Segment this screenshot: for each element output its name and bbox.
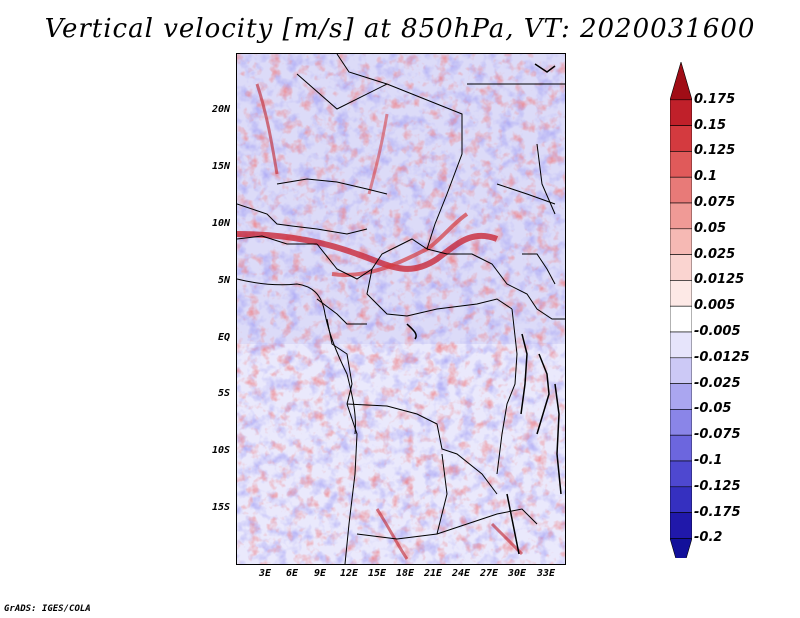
colorbar-segment	[670, 62, 692, 101]
colorbar-tick-label: -0.1	[694, 453, 723, 468]
latitude-label: 10S	[211, 445, 230, 456]
colorbar-segment	[670, 331, 692, 359]
longitude-label: 24E	[451, 568, 471, 579]
latitude-label: 15N	[211, 161, 230, 172]
colorbar-tick-label: 0.1	[694, 169, 718, 185]
colorbar-tick-label: -0.05	[694, 401, 732, 417]
colorbar-tick-label: -0.125	[694, 478, 741, 494]
colorbar-segment	[670, 280, 692, 307]
colorbar	[670, 62, 692, 558]
colorbar-segment	[670, 176, 692, 204]
latitude-label: 5N	[217, 275, 230, 286]
colorbar-tick-label: -0.005	[694, 324, 741, 339]
colorbar-tick-label: 0.05	[694, 220, 727, 236]
map-title: Vertical velocity [m/s] at 850hPa, VT: 2…	[44, 14, 756, 44]
colorbar-tick-label: 0.075	[694, 195, 736, 210]
colorbar-segment	[670, 512, 692, 539]
longitude-label: 6E	[285, 568, 299, 579]
latitude-label: EQ	[217, 332, 230, 343]
colorbar-tick-label: -0.2	[694, 530, 723, 546]
colorbar-tick-label: -0.075	[694, 427, 741, 443]
latitude-label: 5S	[217, 388, 230, 399]
colorbar-segment	[670, 305, 692, 333]
colorbar-segment	[670, 357, 692, 384]
colorbar-tick-label: 0.125	[694, 143, 736, 159]
latitude-label: 10N	[211, 218, 230, 229]
latitude-label: 20N	[211, 104, 230, 115]
colorbar-segment	[670, 538, 692, 558]
colorbar-segment	[670, 99, 692, 126]
longitude-label: 27E	[479, 568, 499, 579]
colorbar-tick-label: -0.0125	[694, 349, 750, 365]
longitude-label: 18E	[395, 568, 415, 579]
longitude-label: 21E	[423, 568, 443, 579]
velocity-map	[236, 53, 566, 565]
colorbar-segment	[670, 486, 692, 513]
colorbar-segment	[670, 254, 692, 281]
longitude-label: 3E	[258, 568, 272, 579]
longitude-label: 15E	[367, 568, 387, 579]
colorbar-segment	[670, 460, 692, 488]
colorbar-tick-label: 0.025	[694, 246, 736, 262]
colorbar-segment	[670, 151, 692, 178]
colorbar-segment	[670, 228, 692, 255]
colorbar-tick-label: 0.15	[694, 117, 727, 133]
colorbar-tick-label: -0.025	[694, 375, 741, 391]
colorbar-tick-label: 0.0125	[694, 272, 745, 288]
longitude-label: 9E	[313, 568, 327, 579]
colorbar-segment	[670, 383, 692, 410]
velocity-field	[237, 54, 565, 564]
colorbar-segment	[670, 202, 692, 230]
longitude-label: 12E	[339, 568, 359, 579]
longitude-label: 30E	[507, 568, 527, 579]
latitude-label: 15S	[211, 502, 230, 513]
colorbar-segment	[670, 125, 692, 152]
longitude-label: 33E	[536, 568, 556, 579]
colorbar-tick-label: 0.005	[694, 298, 736, 314]
colorbar-segment	[670, 409, 692, 436]
colorbar-tick-label: 0.175	[694, 91, 736, 107]
colorbar-tick-label: -0.175	[694, 504, 741, 520]
colorbar-segment	[670, 434, 692, 462]
grads-credit: GrADS: IGES/COLA	[4, 604, 91, 614]
